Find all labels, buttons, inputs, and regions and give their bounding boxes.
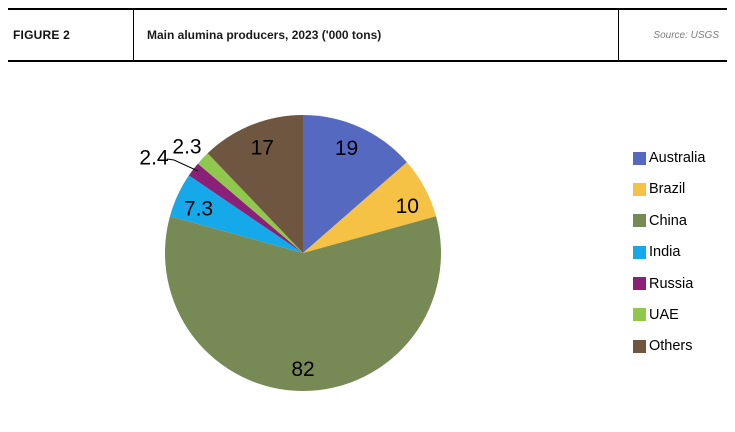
pie-value-label-brazil: 10 (396, 195, 419, 218)
legend-label-india: India (649, 244, 681, 261)
pie-slice-australia (303, 115, 407, 253)
legend-swatch-australia (633, 151, 646, 165)
figure-number: FIGURE 2 (13, 28, 70, 42)
legend-label-russia: Russia (649, 275, 694, 292)
pie-slice-uae (197, 153, 303, 253)
pie-value-label-india: 7.3 (184, 197, 213, 220)
pie-slice-brazil (303, 162, 437, 253)
legend-item-china: China (633, 214, 705, 228)
pie-value-label-australia: 19 (335, 137, 358, 160)
pie-value-label-russia: 2.4 (139, 147, 169, 170)
pie-slice-russia (188, 163, 303, 253)
legend-item-australia: Australia (633, 151, 705, 165)
legend-label-china: China (649, 212, 687, 229)
legend-swatch-brazil (633, 182, 646, 196)
legend-swatch-others (633, 339, 646, 353)
pie-slice-china (165, 216, 441, 391)
legend-item-others: Others (633, 338, 705, 355)
legend-swatch-russia (633, 277, 646, 291)
legend-item-india: India (633, 245, 705, 259)
leader-line-russia (166, 158, 199, 172)
legend-item-brazil: Brazil (633, 181, 705, 198)
legend-swatch-china (633, 214, 646, 228)
legend-label-brazil: Brazil (649, 181, 686, 198)
legend-swatch-india (633, 245, 646, 259)
legend-swatch-uae (633, 308, 646, 322)
legend-label-uae: UAE (649, 306, 679, 323)
legend-label-others: Others (649, 338, 693, 355)
figure-title: Main alumina producers, 2023 ('000 tons) (147, 28, 382, 42)
figure-header: FIGURE 2 Main alumina producers, 2023 ('… (8, 8, 727, 62)
pie-value-label-others: 17 (251, 137, 274, 160)
figure-source: Source: USGS (653, 29, 719, 41)
pie-slice-india (169, 175, 303, 253)
figure-number-cell: FIGURE 2 (8, 10, 133, 60)
pie-value-label-uae: 2.3 (172, 136, 201, 159)
figure-title-cell: Main alumina producers, 2023 ('000 tons) (133, 10, 619, 60)
legend-item-uae: UAE (633, 308, 705, 322)
legend-item-russia: Russia (633, 275, 705, 292)
pie-slice-others (207, 115, 303, 253)
pie-value-label-china: 82 (291, 358, 314, 381)
chart-legend: Australia Brazil China India Russia UAE Others (633, 151, 705, 371)
legend-label-australia: Australia (649, 150, 706, 166)
figure-source-cell: Source: USGS (619, 10, 727, 60)
